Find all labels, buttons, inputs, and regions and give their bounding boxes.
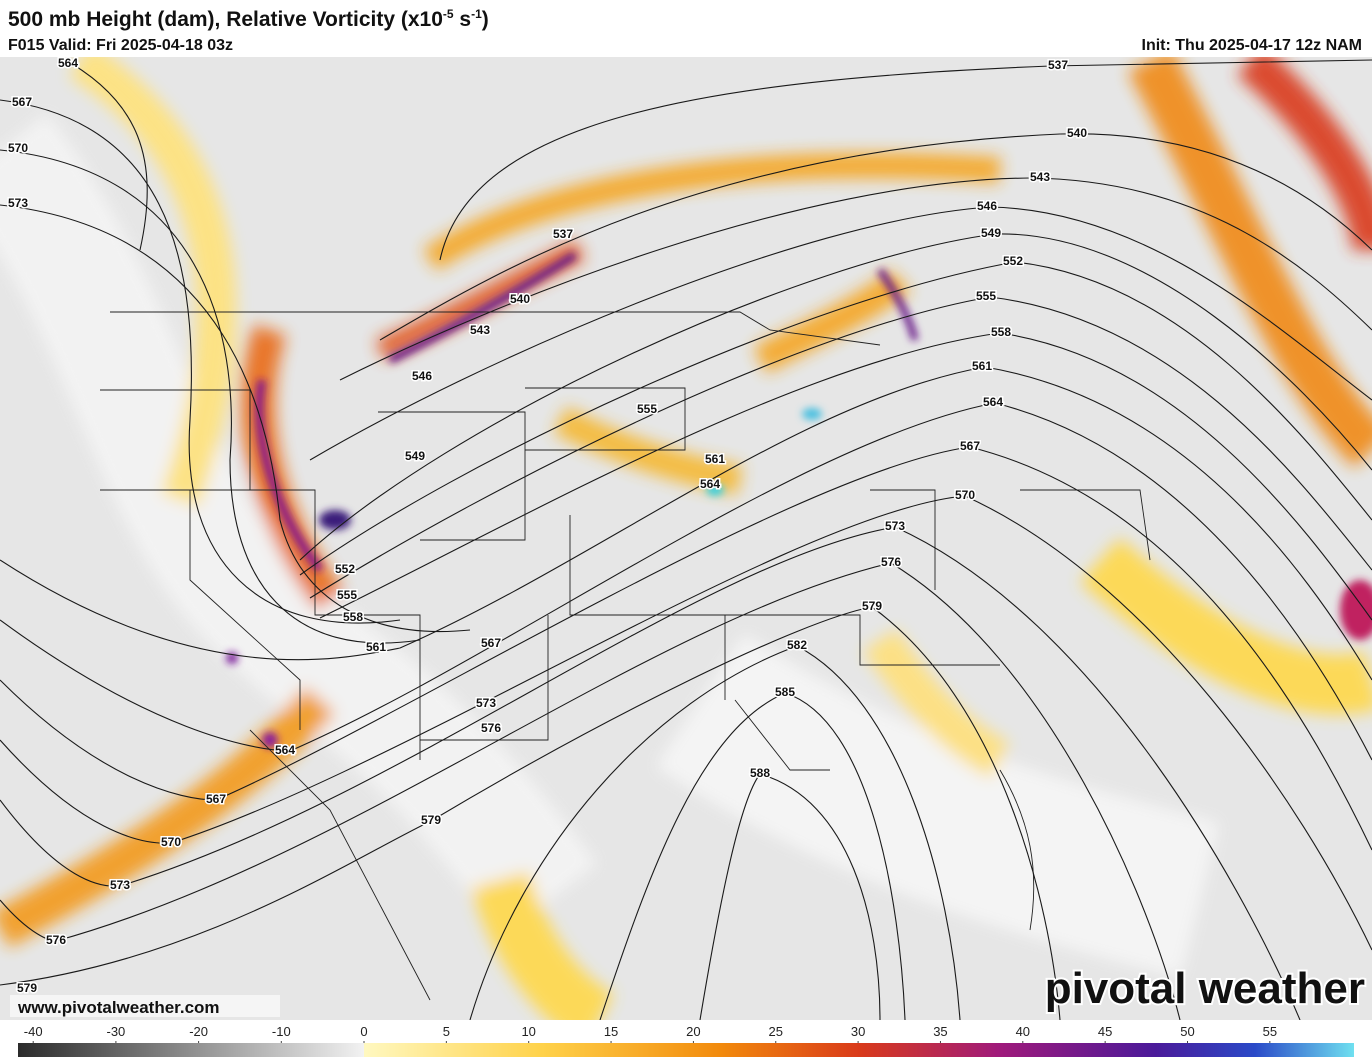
colorbar-tick-label: 5	[443, 1024, 450, 1039]
vorticity-maxima	[226, 251, 1372, 748]
contour-label: 570	[955, 488, 975, 502]
contour-label: 543	[1030, 170, 1050, 184]
contour-label: 552	[335, 562, 355, 576]
colorbar-tick-label: 20	[686, 1024, 700, 1039]
contour-label: 549	[981, 226, 1001, 240]
contour-label: 561	[705, 452, 725, 466]
colorbar-tick-label: 30	[851, 1024, 865, 1039]
colorbar-tick-label: 15	[604, 1024, 618, 1039]
contour-label: 558	[343, 610, 363, 624]
map-title: 500 mb Height (dam), Relative Vorticity …	[8, 7, 489, 31]
logo: pivotal weather	[1045, 964, 1365, 1013]
contour-label: 546	[412, 369, 432, 383]
contour-label: 582	[787, 638, 807, 652]
valid-time: F015 Valid: Fri 2025-04-18 03z	[8, 37, 233, 54]
contour-label: 567	[960, 439, 980, 453]
colorbar-tick-label: 25	[769, 1024, 783, 1039]
contour-label: 555	[637, 402, 657, 416]
contour-label: 573	[110, 878, 130, 892]
contour-label: 561	[972, 359, 992, 373]
colorbar-tick-label: 40	[1016, 1024, 1030, 1039]
colorbar-tick-label: 45	[1098, 1024, 1112, 1039]
colorbar-tick-label: -30	[107, 1024, 126, 1039]
colorbar-tick-label: -10	[272, 1024, 291, 1039]
contour-label: 576	[46, 933, 66, 947]
colorbar-negative	[18, 1043, 364, 1057]
contour-label: 585	[775, 685, 795, 699]
contour-label: 552	[1003, 254, 1023, 268]
colorbar-tick-label: -20	[189, 1024, 208, 1039]
contour-label: 564	[700, 477, 720, 491]
colorbar-tick-label: 50	[1180, 1024, 1194, 1039]
contour-label: 567	[481, 636, 501, 650]
colorbar-tick-label: 0	[360, 1024, 367, 1039]
contour-label: 570	[161, 835, 181, 849]
contour-label: 570	[8, 141, 28, 155]
colorbar: -40 -30 -20 -10 0 5 10 15 20 25 30 35 40 45 50 55	[18, 1024, 1354, 1057]
colorbar-positive	[364, 1043, 1354, 1057]
contour-label: 546	[977, 199, 997, 213]
contour-label: 573	[8, 196, 28, 210]
site-url: www.pivotalweather.com	[17, 998, 220, 1017]
contour-label: 549	[405, 449, 425, 463]
colorbar-tick-label: 10	[521, 1024, 535, 1039]
colorbar-tick-label: 35	[933, 1024, 947, 1039]
init-time: Init: Thu 2025-04-17 12z NAM	[1142, 37, 1363, 54]
contour-label: 579	[17, 981, 37, 995]
contour-label: 579	[862, 599, 882, 613]
height-contours	[0, 57, 1372, 1020]
contour-label: 573	[476, 696, 496, 710]
url-backdrop	[10, 995, 280, 1017]
contour-labels: 5645675705735375405435465495525555585615…	[6, 56, 1088, 997]
contour-label: 537	[1048, 58, 1068, 72]
contour-label: 555	[337, 588, 357, 602]
contour-label: 576	[881, 555, 901, 569]
contour-label: 576	[481, 721, 501, 735]
contour-label: 558	[991, 325, 1011, 339]
contour-label: 567	[12, 95, 32, 109]
contour-label: 573	[885, 519, 905, 533]
contour-label: 537	[553, 227, 573, 241]
colorbar-tick-label: 55	[1263, 1024, 1277, 1039]
contour-label: 564	[275, 743, 295, 757]
colorbar-tick-label: -40	[24, 1024, 43, 1039]
contour-label: 579	[421, 813, 441, 827]
contour-label: 561	[366, 640, 386, 654]
contour-label: 588	[750, 766, 770, 780]
map-field: 5645675705735375405435465495525555585615…	[0, 56, 1372, 1020]
contour-label: 564	[983, 395, 1003, 409]
contour-label: 540	[510, 292, 530, 306]
contour-label: 564	[58, 56, 78, 70]
contour-label: 555	[976, 289, 996, 303]
contour-label: 540	[1067, 126, 1087, 140]
contour-label: 543	[470, 323, 490, 337]
contour-label: 567	[206, 792, 226, 806]
